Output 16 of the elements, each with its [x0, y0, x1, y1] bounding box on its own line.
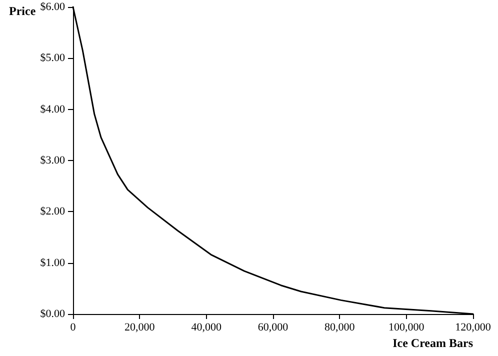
x-tick-label: 80,000: [324, 322, 356, 334]
y-tick-label: $1.00: [40, 256, 66, 269]
y-tick-label: $4.00: [40, 103, 66, 116]
y-tick-label: $5.00: [40, 52, 66, 64]
y-tick-label: $3.00: [40, 154, 66, 166]
x-tick-label: 120,000: [455, 322, 492, 334]
x-tick-label: 20,000: [124, 322, 156, 334]
x-tick-label: 100,000: [388, 322, 425, 334]
x-axis-title: Ice Cream Bars: [392, 336, 474, 350]
y-tick-label: $6.00: [40, 1, 66, 13]
x-tick-label: 40,000: [191, 322, 222, 334]
y-tick-label: $2.00: [40, 206, 66, 218]
y-axis-title: Price: [9, 4, 36, 18]
x-tick-label: 60,000: [258, 322, 289, 334]
y-tick-label: $0.00: [40, 308, 66, 320]
x-tick-label: 0: [70, 322, 76, 334]
